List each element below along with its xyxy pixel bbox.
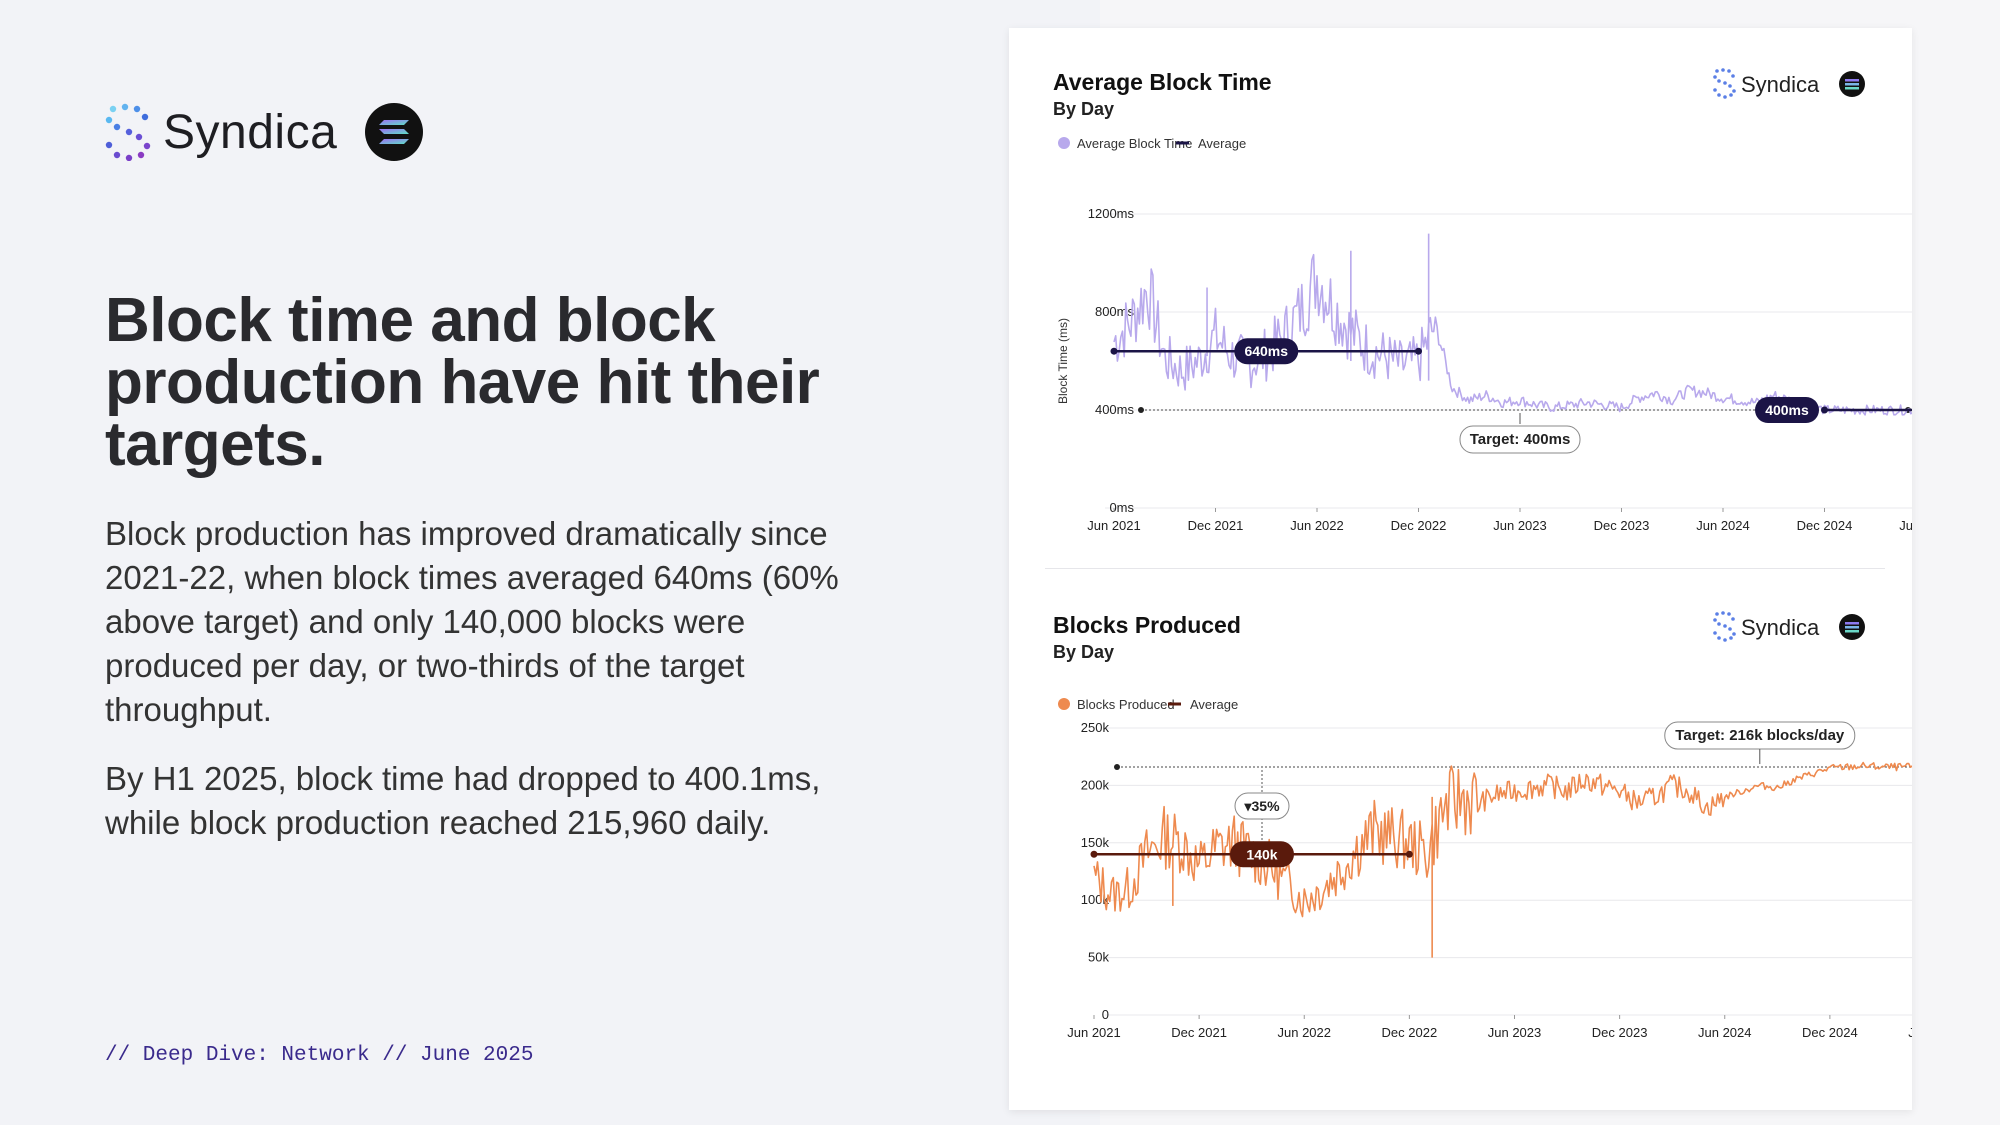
x-tick-label: Dec 2023 bbox=[1594, 518, 1650, 533]
x-tick-label: Dec 2021 bbox=[1171, 1025, 1227, 1040]
syndica-logo: Syndica bbox=[105, 103, 424, 161]
x-tick-label: Jun 2023 bbox=[1488, 1025, 1542, 1040]
blocks-produced-chart: Blocks Produced By Day Syndica Blocks Produ… bbox=[1053, 611, 1912, 1040]
x-tick-label: Jun 2022 bbox=[1290, 518, 1344, 533]
average-endpoint bbox=[1415, 347, 1422, 355]
legend-label: Blocks Produced bbox=[1077, 697, 1175, 712]
y-axis-label: Block Time (ms) bbox=[1056, 318, 1070, 404]
average-endpoint bbox=[1090, 850, 1098, 858]
legend-marker bbox=[1058, 698, 1070, 710]
legend-marker bbox=[1058, 137, 1070, 149]
block-time-chart: Average Block Time By Day Syndica Average B… bbox=[1053, 68, 1912, 533]
chart-divider bbox=[1045, 568, 1885, 569]
target-endpoint bbox=[1138, 407, 1144, 413]
y-tick-label: 100k bbox=[1081, 892, 1110, 907]
x-tick-label: Jun 2025 bbox=[1899, 518, 1912, 533]
chart-subtitle: By Day bbox=[1053, 99, 1114, 119]
brand-name: Syndica bbox=[163, 105, 338, 159]
syndica-mark-icon bbox=[1713, 68, 1736, 99]
chart-brand-name: Syndica bbox=[1741, 615, 1820, 640]
x-tick-label: Dec 2022 bbox=[1382, 1025, 1438, 1040]
solana-icon-stripe bbox=[1845, 626, 1859, 629]
syndica-mark-icon bbox=[1713, 611, 1736, 642]
solana-icon-stripe bbox=[1845, 79, 1859, 82]
x-tick-label: Dec 2024 bbox=[1797, 518, 1853, 533]
percent-callout-box bbox=[1234, 792, 1290, 820]
chart-title: Blocks Produced bbox=[1053, 612, 1241, 638]
y-tick-label: 200k bbox=[1081, 777, 1110, 792]
average-badge-label: 400ms bbox=[1765, 402, 1809, 418]
average-badge bbox=[1230, 841, 1294, 868]
left-panel-background bbox=[0, 0, 1100, 1125]
solana-icon-stripe bbox=[1845, 630, 1859, 633]
average-endpoint bbox=[1821, 406, 1828, 414]
paragraph-1: Block production has improved dramatical… bbox=[105, 515, 839, 728]
charts-card: Average Block Time By Day Syndica Average B… bbox=[1009, 28, 1912, 1110]
headline: Block time and block production have hit… bbox=[105, 286, 820, 479]
average-badge-label: 640ms bbox=[1244, 343, 1288, 359]
legend-label: Average bbox=[1198, 136, 1246, 151]
y-tick-label: 1200ms bbox=[1088, 206, 1135, 221]
x-tick-label: Jun 2025 bbox=[1908, 1025, 1912, 1040]
y-tick-label: 150k bbox=[1081, 835, 1110, 850]
solana-icon bbox=[365, 103, 424, 161]
footer-caption: // Deep Dive: Network // June 2025 bbox=[105, 1044, 534, 1067]
x-tick-label: Jun 2022 bbox=[1278, 1025, 1332, 1040]
paragraph-2: By H1 2025, block time had dropped to 40… bbox=[105, 760, 821, 841]
series-line bbox=[1093, 761, 1912, 918]
percent-callout-label: ▾35% bbox=[1243, 798, 1280, 814]
chart-title: Average Block Time bbox=[1053, 69, 1272, 95]
x-tick-label: Dec 2021 bbox=[1188, 518, 1244, 533]
x-tick-label: Jun 2024 bbox=[1698, 1025, 1752, 1040]
syndica-mark-icon bbox=[105, 103, 151, 161]
x-tick-label: Dec 2023 bbox=[1592, 1025, 1648, 1040]
x-tick-label: Jun 2023 bbox=[1493, 518, 1547, 533]
average-badge bbox=[1755, 397, 1819, 423]
average-badge bbox=[1234, 338, 1299, 365]
legend-marker bbox=[1168, 702, 1181, 706]
solana-icon-stripe bbox=[1845, 83, 1859, 86]
chart-subtitle: By Day bbox=[1053, 642, 1114, 662]
target-callout-box bbox=[1459, 425, 1581, 454]
y-tick-label: 0ms bbox=[1109, 500, 1134, 515]
y-tick-label: 800ms bbox=[1095, 304, 1135, 319]
target-callout-label: Target: 216k blocks/day bbox=[1675, 727, 1845, 744]
average-badge-label: 140k bbox=[1246, 846, 1277, 862]
target-callout-label: Target: 400ms bbox=[1470, 431, 1571, 448]
x-tick-label: Jun 2021 bbox=[1087, 518, 1141, 533]
x-tick-label: Dec 2024 bbox=[1802, 1025, 1858, 1040]
y-tick-label: 250k bbox=[1081, 720, 1110, 735]
chart-brand-name: Syndica bbox=[1741, 72, 1820, 97]
legend-label: Average bbox=[1190, 697, 1238, 712]
x-tick-label: Jun 2024 bbox=[1696, 518, 1750, 533]
target-endpoint bbox=[1114, 764, 1120, 771]
series-line bbox=[1113, 253, 1912, 416]
average-endpoint bbox=[1405, 850, 1413, 858]
x-tick-label: Dec 2022 bbox=[1391, 518, 1447, 533]
y-tick-label: 400ms bbox=[1095, 402, 1135, 417]
legend-label: Average Block Time bbox=[1077, 136, 1192, 151]
target-callout-box bbox=[1664, 721, 1856, 750]
solana-icon-stripe bbox=[1845, 622, 1859, 625]
solana-icon-stripe bbox=[1845, 87, 1859, 90]
legend-marker bbox=[1176, 141, 1189, 145]
y-tick-label: 50k bbox=[1088, 950, 1109, 965]
x-tick-label: Jun 2021 bbox=[1067, 1025, 1121, 1040]
y-tick-label: 0 bbox=[1102, 1007, 1109, 1022]
average-endpoint bbox=[1110, 347, 1118, 355]
